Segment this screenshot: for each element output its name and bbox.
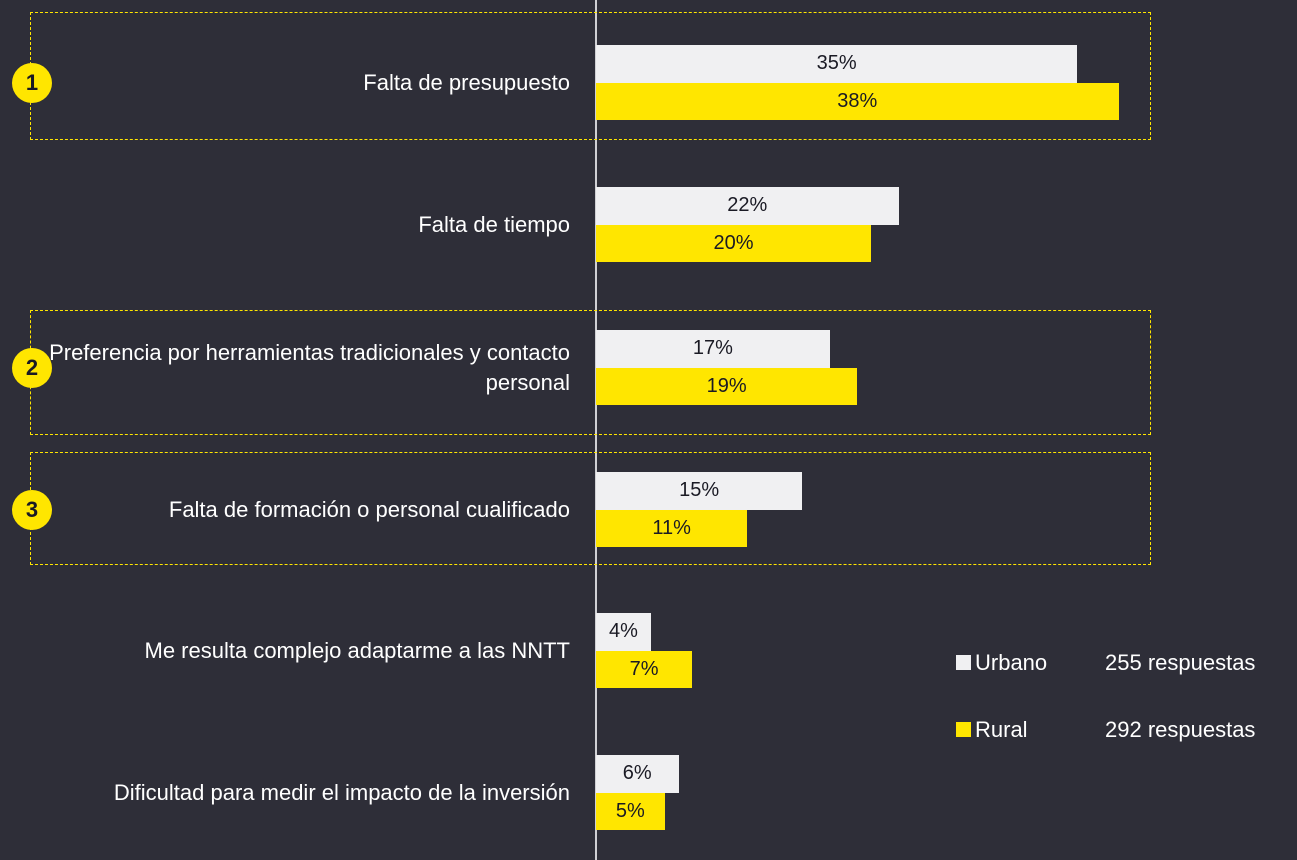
highlight-badge: 3 [12, 489, 52, 530]
bar: 38% [596, 82, 1119, 120]
value-label: 38% [837, 89, 878, 112]
highlight-badge: 2 [12, 347, 52, 388]
bar: 19% [596, 367, 858, 405]
value-label: 15% [679, 479, 720, 502]
value-label: 4% [609, 620, 638, 643]
value-label: 11% [652, 516, 691, 539]
value-label: 19% [706, 374, 747, 397]
bar: 15% [596, 472, 803, 510]
bar: 6% [596, 755, 679, 793]
category-label: Me resulta complejo adaptarme a las NNTT [144, 637, 571, 663]
legend-swatch [956, 655, 971, 670]
value-label: 20% [713, 231, 754, 254]
axis-line [595, 0, 597, 860]
value-label: 22% [727, 194, 768, 217]
bar: 17% [596, 330, 830, 368]
legend-note: 292 respuestas [1105, 717, 1256, 742]
bar: 7% [596, 650, 693, 688]
legend-label: Rural [975, 717, 1028, 742]
category-label: Falta de presupuesto [363, 69, 570, 95]
value-label: 5% [615, 799, 645, 822]
value-label: 35% [816, 52, 857, 75]
category-label: Falta de formación o personal cualificad… [168, 496, 570, 522]
bar: 22% [596, 187, 899, 225]
value-label: 17% [692, 337, 733, 360]
legend-swatch [956, 722, 971, 737]
value-label: 6% [622, 762, 652, 785]
bar: 4% [596, 613, 651, 651]
bar: 5% [596, 792, 665, 830]
legend-note: 255 respuestas [1105, 650, 1256, 675]
bar: 11% [596, 509, 748, 547]
value-label: 7% [629, 657, 659, 680]
bar: 20% [596, 224, 871, 262]
legend-label: Urbano [975, 650, 1048, 675]
bar: 35% [596, 45, 1078, 83]
highlight-badge: 1 [12, 62, 52, 103]
category-label: Dificultad para medir el impacto de la i… [113, 779, 570, 805]
category-label: Falta de tiempo [418, 211, 570, 237]
category-label: Preferencia por herramientas tradicional… [49, 339, 570, 395]
